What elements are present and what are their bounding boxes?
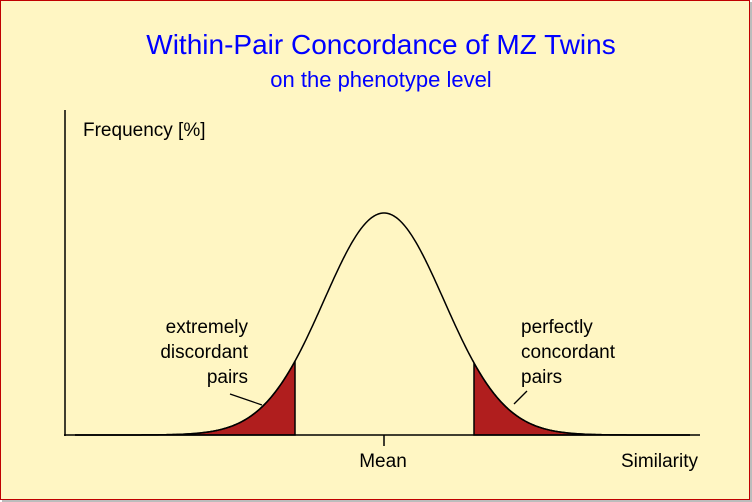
mean-label: Mean <box>359 451 407 472</box>
left-label-line-3: pairs <box>207 367 248 388</box>
y-axis-label: Frequency [%] <box>83 120 206 141</box>
right-label-pointer <box>513 390 528 405</box>
left-label-line-2: discordant <box>160 342 248 363</box>
x-axis-label: Similarity <box>621 451 699 472</box>
left-tail-shaded-region <box>75 360 296 436</box>
left-label-line-1: extremely <box>166 317 249 338</box>
right-label-line-2: concordant <box>521 342 616 363</box>
right-label-line-3: pairs <box>521 367 562 388</box>
right-tail-shaded-region <box>473 360 690 436</box>
left-label-pointer <box>229 393 263 406</box>
diagram-title: Within-Pair Concordance of MZ Twins <box>146 29 615 60</box>
diagram-subtitle: on the phenotype level <box>270 67 491 92</box>
right-label-line-1: perfectly <box>521 317 593 338</box>
